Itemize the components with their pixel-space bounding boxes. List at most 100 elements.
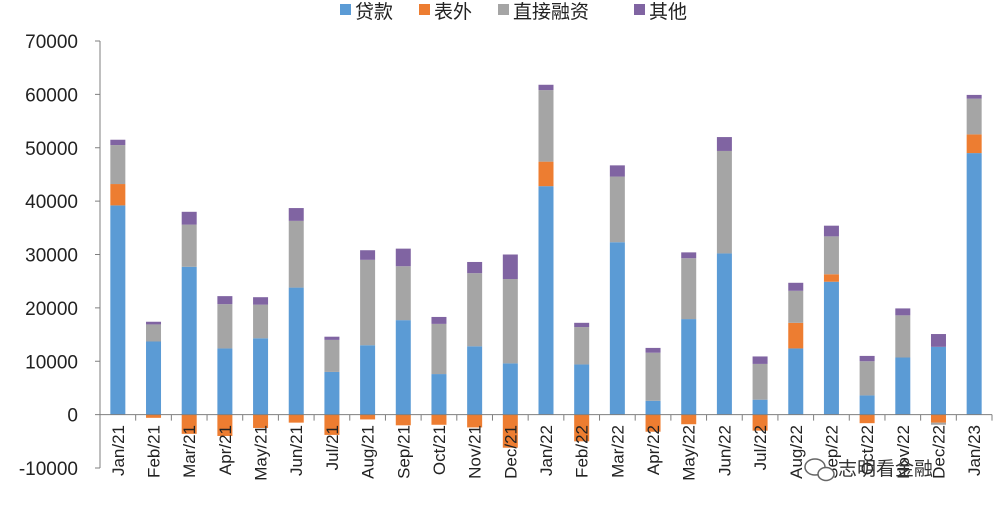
legend: 贷款 表外 直接融资 其他 <box>340 1 687 23</box>
y-tick-label: 0 <box>67 406 78 427</box>
bar-segment <box>859 395 875 415</box>
x-tick-label: Sep/21 <box>394 425 413 479</box>
x-tick-label: Jan/22 <box>537 425 556 476</box>
bar-segment <box>324 339 340 372</box>
bar-segment <box>966 153 982 415</box>
watermark: 志明看金融 <box>804 458 933 482</box>
bar-segment <box>288 287 304 415</box>
y-axis: 70000 60000 50000 40000 30000 20000 10000 0 -100… <box>19 32 101 480</box>
x-tick-label: Apr/21 <box>216 425 235 475</box>
y-tick-label: 10000 <box>25 352 78 373</box>
bar-segment <box>645 347 661 353</box>
bar-segment <box>288 414 304 423</box>
bar-segment <box>681 258 697 320</box>
x-tick-label: Nov/21 <box>466 425 485 479</box>
bar-segment <box>217 414 233 436</box>
bar-segment <box>431 374 447 415</box>
legend-swatch <box>419 4 430 15</box>
bar-segment <box>288 208 304 221</box>
bar-segment <box>110 205 126 415</box>
y-tick-label: 60000 <box>25 85 78 106</box>
x-tick-label: Jun/22 <box>715 425 734 476</box>
x-tick-label: Jan/23 <box>965 425 984 476</box>
bar-segment <box>609 165 625 177</box>
legend-swatch <box>498 4 509 15</box>
bar-segment <box>110 145 126 185</box>
bar-segment <box>467 346 483 415</box>
x-tick-label: Feb/21 <box>145 425 164 478</box>
bar-segment <box>895 357 911 415</box>
x-tick-label: Feb/22 <box>573 425 592 478</box>
bar-segment <box>324 371 340 415</box>
bar-segment <box>645 414 661 432</box>
bar-segment <box>930 414 946 423</box>
bar-segment <box>574 364 590 415</box>
bar-segment <box>146 341 162 415</box>
bar-segment <box>966 134 982 154</box>
bar-segment <box>146 324 162 342</box>
bar-segment <box>681 414 697 425</box>
bar-segment <box>538 90 554 162</box>
bar-segment <box>538 84 554 91</box>
bar-segment <box>324 336 340 340</box>
legend-label: 表外 <box>434 1 472 23</box>
bar-segment <box>574 327 590 365</box>
bar-segment <box>609 176 625 243</box>
bar-segment <box>110 139 126 146</box>
bar-segment <box>930 346 946 415</box>
x-tick-label: Oct/22 <box>858 425 877 475</box>
bar-segment <box>146 414 162 418</box>
y-tick-label: -10000 <box>19 459 78 480</box>
bar-segment <box>288 220 304 288</box>
x-tick-label: Sep/22 <box>822 425 841 479</box>
bar-segment <box>716 150 732 254</box>
bar-segment <box>752 414 768 431</box>
bar-segment <box>360 259 376 346</box>
y-tick-label: 50000 <box>25 139 78 160</box>
bar-segment <box>788 282 804 291</box>
bar-segment <box>645 352 661 401</box>
bar-segment <box>395 320 411 415</box>
bar-segment <box>823 225 839 237</box>
bar-segment <box>859 361 875 396</box>
x-tick-label: Dec/22 <box>929 425 948 479</box>
x-tick-label: Jul/21 <box>323 425 342 470</box>
bar-segment <box>574 414 590 442</box>
bar-segment <box>538 161 554 187</box>
x-tick-label: May/21 <box>252 425 271 481</box>
legend-label: 其他 <box>649 1 687 23</box>
bar-segment <box>823 274 839 282</box>
bar-segment <box>966 94 982 99</box>
bar-segment <box>181 414 197 434</box>
bar-segment <box>716 253 732 415</box>
x-tick-label: Aug/22 <box>787 425 806 479</box>
bar-segment <box>253 304 269 339</box>
bar-segment <box>467 261 483 274</box>
bar-series <box>110 84 982 448</box>
bar-segment <box>253 414 269 428</box>
bar-segment <box>502 254 518 280</box>
bar-segment <box>217 348 233 415</box>
x-tick-label: Mar/21 <box>180 425 199 478</box>
bar-segment <box>395 266 411 321</box>
bar-segment <box>324 414 340 435</box>
bar-segment <box>181 266 197 415</box>
bar-segment <box>788 290 804 323</box>
bar-segment <box>217 296 233 305</box>
x-tick-label: May/22 <box>680 425 699 481</box>
bar-segment <box>609 242 625 415</box>
bar-segment <box>716 137 732 151</box>
bar-segment <box>788 348 804 415</box>
bar-segment <box>431 323 447 375</box>
bar-segment <box>502 363 518 415</box>
bar-segment <box>360 414 376 420</box>
bar-segment <box>146 321 162 325</box>
bar-segment <box>181 224 197 267</box>
bar-segment <box>395 414 411 426</box>
legend-swatch <box>340 4 351 15</box>
x-tick-label: Apr/22 <box>644 425 663 475</box>
bar-segment <box>360 345 376 415</box>
bar-segment <box>681 319 697 415</box>
bar-segment <box>431 414 447 425</box>
